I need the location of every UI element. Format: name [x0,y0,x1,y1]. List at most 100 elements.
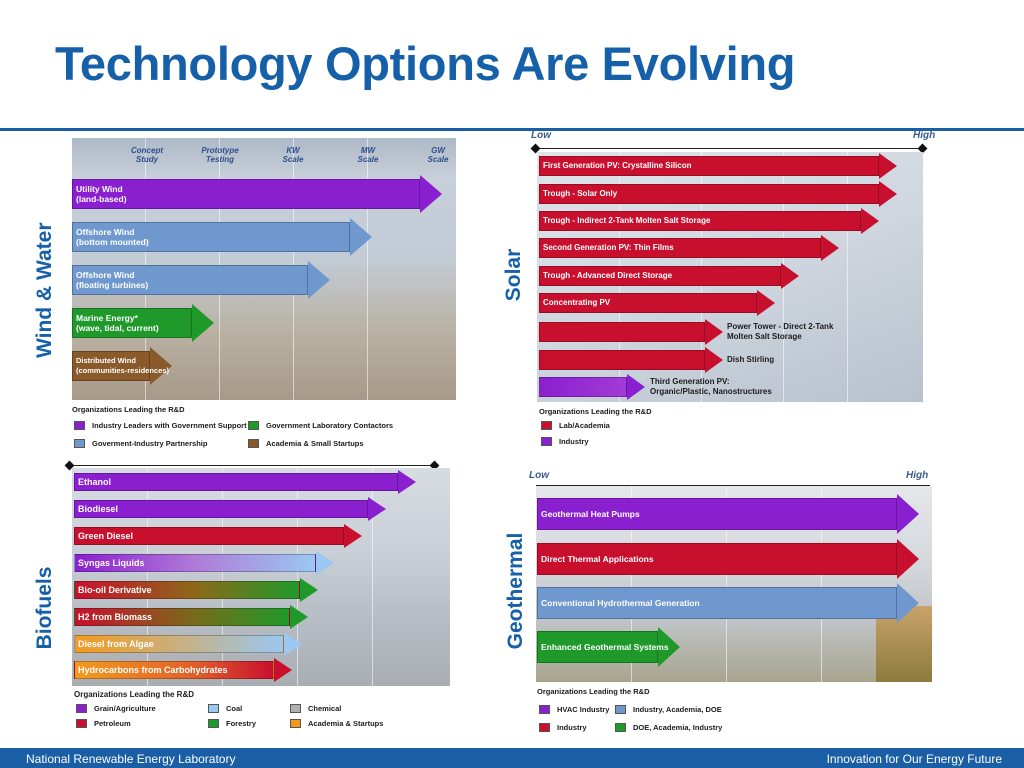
solar-first-gen-pv-arrow: First Generation PV: Crystalline Silicon [539,153,897,179]
legend-swatch [208,704,219,713]
offshore-wind-floating-label: Offshore Wind (floating turbines) [76,270,149,290]
legend-label: Grain/Agriculture [94,704,156,713]
wind-legend-gov-lab: Government Laboratory Contactors [248,421,393,430]
biofuels-bio-oil-label: Bio-oil Derivative [78,585,152,595]
legend-label: Chemical [308,704,342,713]
footer-bar: National Renewable Energy Laboratory Inn… [0,748,1024,768]
stage-prototype-testing: Prototype Testing [201,146,239,164]
geothermal-hydrothermal-label: Conventional Hydrothermal Generation [541,598,700,608]
legend-label: Goverment-Industry Partnership [92,439,208,448]
geothermal-side-label: Geothermal [504,532,527,650]
legend-swatch [615,705,626,714]
solar-power-tower-arrow [539,319,723,345]
utility-wind-label: Utility Wind (land-based) [76,184,127,204]
legend-label: Academia & Startups [308,719,384,728]
wind-legend-academia: Academia & Small Startups [248,439,364,448]
solar-trough-indirect-arrow: Trough - Indirect 2-Tank Molten Salt Sto… [539,208,879,234]
biofuels-legend-forestry: Forestry [208,719,256,728]
legend-swatch [76,719,87,728]
biofuels-legend-chemical: Chemical [290,704,341,713]
geothermal-legend-industry: Industry [539,723,587,732]
biofuels-ethanol-arrow: Ethanol [74,470,416,494]
geothermal-legend-title: Organizations Leading the R&D [537,687,650,696]
biofuels-bio-oil-arrow: Bio-oil Derivative [74,578,318,602]
legend-label: Coal [226,704,243,713]
solar-concentrating-pv-label: Concentrating PV [543,298,611,307]
geothermal-direct-thermal-label: Direct Thermal Applications [541,554,654,564]
legend-label: Petroleum [94,719,131,728]
distributed-wind-arrow: Distributed Wind (communities-residences… [72,347,172,385]
solar-scale-line [536,148,926,149]
footer-organization: National Renewable Energy Laboratory [26,752,236,766]
footer-tagline: Innovation for Our Energy Future [826,752,1002,766]
biofuels-syngas-liquids-label: Syngas Liquids [78,558,145,568]
solar-side-label: Solar [502,248,525,302]
solar-dish-stirling-label: Dish Stirling [727,355,775,364]
title-divider [0,128,1024,131]
solar-second-gen-pv-label: Second Generation PV: Thin Films [543,243,674,252]
geothermal-heat-pumps-arrow: Geothermal Heat Pumps [537,494,919,534]
solar-low-label: Low [531,130,551,141]
biofuels-h2-biomass-label: H2 from Biomass [78,612,153,622]
legend-swatch [539,723,550,732]
legend-label: DOE, Academia, Industry [633,723,723,732]
page-title: Technology Options Are Evolving [55,37,796,90]
solar-trough-only-label: Trough - Solar Only [543,189,618,198]
biofuels-legend-academia: Academia & Startups [290,719,383,728]
stage-mw-scale: MW Scale [357,146,379,164]
biofuels-legend-grain: Grain/Agriculture [76,704,156,713]
solar-trough-advanced-arrow: Trough - Advanced Direct Storage [539,263,799,289]
marine-energy-label: Marine Energy* (wave, tidal, current) [76,313,159,333]
legend-label: Industry, Academia, DOE [633,705,722,714]
geothermal-low-label: Low [529,470,549,481]
legend-label: Industry [557,723,587,732]
legend-swatch [541,421,552,430]
biofuels-legend-petroleum: Petroleum [76,719,131,728]
solar-second-gen-pv-arrow: Second Generation PV: Thin Films [539,235,839,261]
geothermal-legend-industry-academia-doe: Industry, Academia, DOE [615,705,722,714]
geothermal-hydrothermal-arrow: Conventional Hydrothermal Generation [537,583,919,623]
wind-legend-gov-industry: Goverment-Industry Partnership [74,439,207,448]
solar-legend-industry: Industry [541,437,589,446]
legend-swatch [290,704,301,713]
geothermal-direct-thermal-arrow: Direct Thermal Applications [537,539,919,579]
solar-concentrating-pv-arrow: Concentrating PV [539,290,775,316]
legend-swatch [541,437,552,446]
biofuels-hydrocarbons-arrow: Hydrocarbons from Carbohydrates [74,658,292,682]
geothermal-scale-line [536,485,930,486]
biofuels-syngas-liquids-arrow: Syngas Liquids [74,551,334,575]
biofuels-legend-coal: Coal [208,704,242,713]
legend-swatch [74,421,85,430]
legend-label: Forestry [226,719,257,728]
legend-swatch [248,421,259,430]
geothermal-egs-arrow: Enhanced Geothermal Systems [537,627,680,667]
solar-third-gen-pv-label: Third Generation PV: Organic/Plastic, Na… [650,377,772,396]
solar-legend-lab-academia: Lab/Academia [541,421,610,430]
solar-first-gen-pv-label: First Generation PV: Crystalline Silicon [543,161,692,170]
biofuels-hydrocarbons-label: Hydrocarbons from Carbohydrates [78,665,228,675]
geothermal-high-label: High [906,470,929,481]
biofuels-scale-line [70,465,436,466]
biofuels-biodiesel-label: Biodiesel [78,504,119,514]
solar-trough-indirect-label: Trough - Indirect 2-Tank Molten Salt Sto… [543,216,711,225]
geothermal-heat-pumps-label: Geothermal Heat Pumps [541,509,640,519]
legend-swatch [290,719,301,728]
stage-kw-scale: KW Scale [282,146,304,164]
solar-legend-title: Organizations Leading the R&D [539,407,652,416]
legend-swatch [248,439,259,448]
wind-water-side-label: Wind & Water [33,222,56,358]
legend-label: Industry Leaders with Government Support [92,421,247,430]
biofuels-ethanol-label: Ethanol [78,477,111,487]
legend-label: Lab/Academia [559,421,610,430]
biofuels-h2-biomass-arrow: H2 from Biomass [74,605,308,629]
legend-swatch [76,704,87,713]
biofuels-green-diesel-arrow: Green Diesel [74,524,362,548]
distributed-wind-label: Distributed Wind (communities-residences… [76,356,169,375]
solar-trough-advanced-label: Trough - Advanced Direct Storage [543,271,673,280]
wind-water-legend-title: Organizations Leading the R&D [72,405,185,414]
wind-legend-industry-leaders: Industry Leaders with Government Support [74,421,247,430]
biofuels-legend-title: Organizations Leading the R&D [74,690,195,699]
legend-label: Academia & Small Startups [266,439,364,448]
legend-swatch [615,723,626,732]
biofuels-diesel-algae-label: Diesel from Algae [78,639,154,649]
